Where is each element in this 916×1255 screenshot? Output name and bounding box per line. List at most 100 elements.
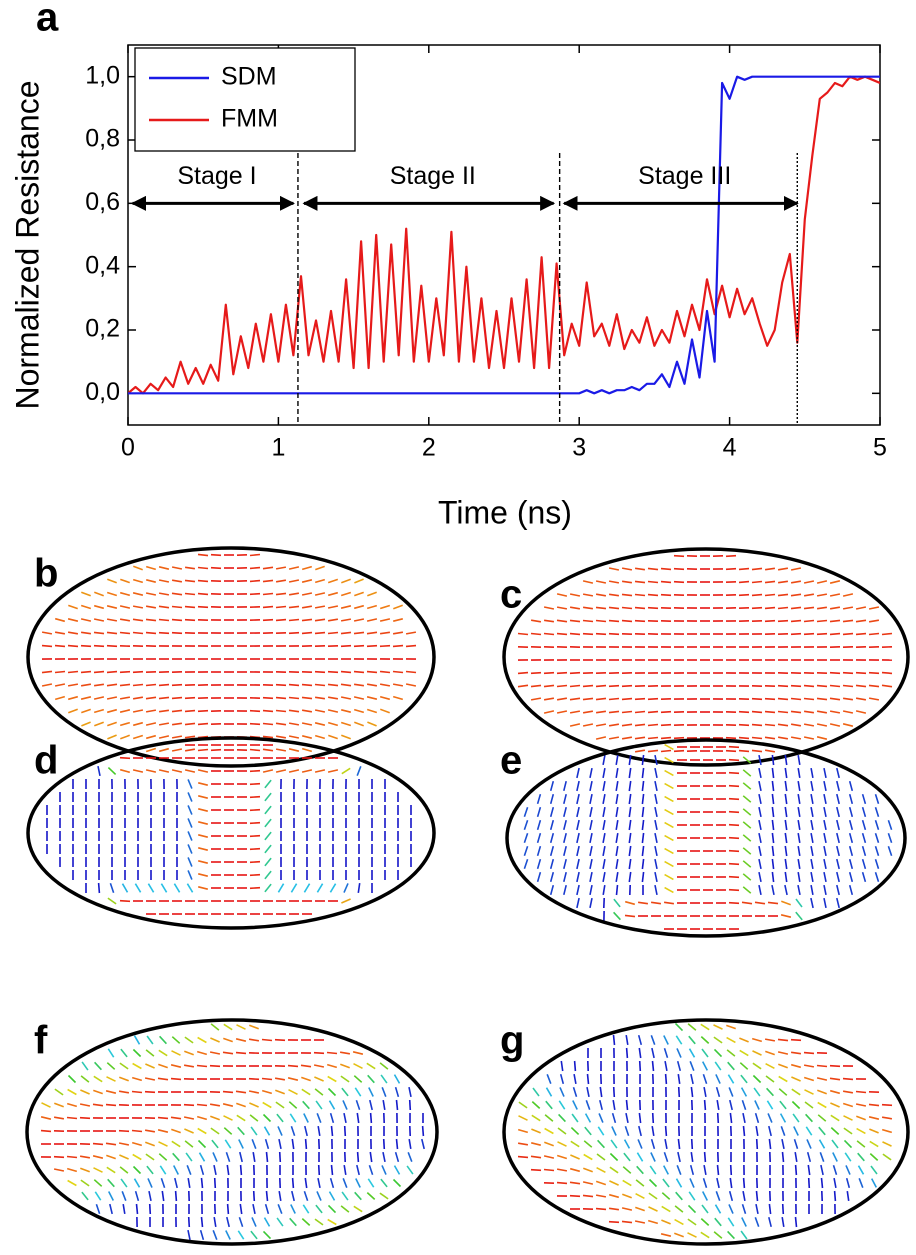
vector-arrow (380, 684, 390, 686)
vector-arrow (107, 1077, 116, 1081)
vector-arrow (661, 595, 671, 596)
vector-arrow (292, 1139, 293, 1149)
vector-arrow (223, 1092, 233, 1093)
vector-arrow (843, 607, 853, 609)
vector-arrow (108, 898, 116, 904)
vector-arrow (729, 1087, 733, 1096)
vector-arrow (544, 711, 554, 713)
vector-arrow (635, 750, 645, 752)
vector-arrow (794, 1127, 798, 1136)
vector-arrow (705, 1100, 706, 1110)
vector-arrow (806, 1114, 813, 1121)
vector-arrow (637, 1166, 644, 1173)
vector-arrow (172, 749, 182, 751)
vector-arrow (315, 723, 325, 725)
vector-arrow (765, 712, 775, 713)
vector-arrow (148, 1178, 152, 1187)
vector-arrow (370, 1100, 372, 1110)
vector-arrow (329, 1205, 336, 1212)
vector-arrow (55, 697, 65, 700)
vector-arrow (94, 1076, 102, 1081)
vector-arrow (856, 698, 866, 700)
vector-arrow (804, 634, 814, 635)
vector-arrow (741, 1231, 747, 1239)
vector-arrow (380, 646, 390, 647)
vector-arrow (778, 712, 788, 713)
vector-arrow (609, 711, 619, 712)
vector-arrow (662, 1193, 669, 1200)
vector-arrow (729, 747, 739, 748)
vector-arrow (302, 770, 312, 772)
vector-arrow (759, 768, 761, 778)
vector-arrow (518, 685, 528, 686)
vector-arrow (843, 673, 853, 674)
vector-arrow (625, 1126, 628, 1135)
vector-arrow (716, 1074, 720, 1083)
vector-arrow (159, 749, 169, 752)
vector-arrow (661, 1220, 670, 1224)
vector-arrow (95, 1062, 102, 1069)
vector-arrow (805, 1102, 813, 1108)
vector-arrow (783, 1204, 784, 1214)
vector-arrow (743, 887, 751, 893)
vector-arrow (726, 751, 736, 752)
vector-arrow (544, 1142, 553, 1145)
vector-arrow (317, 1113, 321, 1122)
vector-arrow (598, 1127, 603, 1135)
vector-arrow (120, 758, 130, 759)
vector-arrow (830, 686, 840, 687)
vector-arrow (609, 568, 619, 570)
vector-arrow (715, 1062, 721, 1070)
vector-arrow (876, 833, 879, 843)
vector-arrow (188, 779, 192, 788)
vector-arrow (772, 807, 773, 817)
vector-arrow (688, 1233, 697, 1237)
vector-arrow (622, 737, 632, 739)
vector-arrow (159, 593, 169, 595)
vector-arrow (109, 1192, 114, 1201)
vector-arrow (301, 1065, 311, 1066)
vector-arrow (688, 1219, 696, 1225)
vector-arrow (678, 1061, 681, 1071)
vector-arrow (341, 632, 351, 633)
vector-arrow (817, 581, 827, 583)
vector-arrow (858, 1153, 865, 1161)
vector-arrow (808, 1165, 809, 1175)
vector-arrow (590, 846, 592, 856)
vector-arrow (759, 794, 761, 804)
vector-arrow (146, 723, 156, 725)
vector-arrow (275, 1090, 284, 1094)
vector-arrow (135, 1036, 140, 1045)
vector-arrow (639, 1113, 640, 1123)
vector-arrow (677, 1048, 681, 1057)
vector-arrow (185, 567, 195, 568)
vector-arrow (380, 632, 390, 633)
vector-arrow (240, 1152, 242, 1162)
vector-arrow (135, 1179, 140, 1188)
vector-arrow (343, 1178, 347, 1187)
vector-arrow (263, 711, 273, 712)
vector-arrow (731, 1165, 732, 1175)
x-tick-label: 5 (873, 434, 887, 462)
vector-arrow (538, 859, 541, 869)
vector-arrow (198, 1038, 207, 1043)
vector-arrow (188, 792, 192, 801)
vector-arrow (290, 1218, 297, 1225)
vector-arrow (42, 632, 52, 634)
vector-arrow (850, 807, 853, 817)
panel-label: a (36, 0, 59, 40)
vector-arrow (648, 568, 658, 569)
vector-arrow (172, 698, 182, 699)
vector-arrow (600, 1100, 602, 1110)
vector-arrow (82, 1062, 88, 1070)
vector-arrow (557, 686, 567, 687)
vector-arrow (55, 672, 65, 673)
vector-arrow (765, 699, 775, 700)
vector-arrow (407, 1166, 413, 1174)
vector-arrow (648, 595, 658, 596)
vector-arrow (524, 820, 527, 830)
vector-arrow (302, 619, 312, 620)
vector-arrow (531, 698, 541, 700)
vector-arrow (600, 1087, 601, 1097)
vector-arrow (779, 1089, 787, 1096)
